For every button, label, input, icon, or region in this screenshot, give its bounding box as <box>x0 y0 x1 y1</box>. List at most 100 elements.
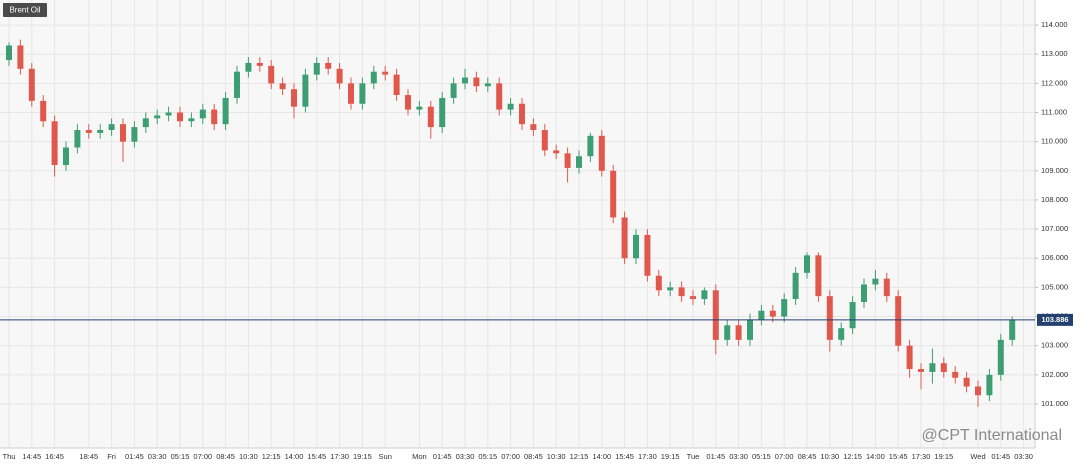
labels: 101.000102.000103.000104.000105.000106.0… <box>0 20 1073 461</box>
candle-body <box>154 115 161 119</box>
x-tick-label: 19:15 <box>934 452 953 461</box>
plot-background <box>0 0 1035 448</box>
x-tick-label: 12:15 <box>570 452 589 461</box>
candle-body <box>51 121 58 165</box>
x-tick-label: Sun <box>379 452 392 461</box>
x-tick-label: 15:45 <box>307 452 326 461</box>
x-tick-label: 18:45 <box>79 452 98 461</box>
candle-body <box>838 328 845 340</box>
candle-body <box>553 150 560 154</box>
candle-body <box>85 129 92 133</box>
candle-body <box>883 278 890 297</box>
price-label-box <box>1037 313 1073 326</box>
candle-body <box>473 77 480 87</box>
x-tick-label: 19:15 <box>661 452 680 461</box>
x-tick-label: 01:45 <box>433 452 452 461</box>
x-tick-label: 08:45 <box>798 452 817 461</box>
candle-body <box>997 339 1004 375</box>
x-tick-label: 14:00 <box>285 452 304 461</box>
candle-body <box>199 109 206 119</box>
candle-body <box>325 62 332 69</box>
candle-body <box>234 71 240 98</box>
title-box <box>3 3 47 17</box>
x-tick-label: 12:15 <box>262 452 281 461</box>
candle-body <box>667 287 674 291</box>
candle-body <box>940 363 947 372</box>
watermark: @CPT International <box>922 427 1062 444</box>
candle-body <box>792 272 799 300</box>
candle-body <box>610 170 617 218</box>
candle-body <box>644 234 651 276</box>
x-tick-label: 12:15 <box>843 452 862 461</box>
candle-body <box>336 68 343 84</box>
x-tick-label: 17:30 <box>638 452 657 461</box>
candle-body <box>405 95 411 110</box>
x-tick-label: 03:30 <box>148 452 167 461</box>
candle-body <box>621 217 628 259</box>
y-tick-label: 112.000 <box>1041 78 1068 87</box>
x-tick-label: 19:15 <box>353 452 372 461</box>
candle-body <box>747 319 753 340</box>
candle-body <box>986 374 993 396</box>
candle-body <box>74 129 81 148</box>
candle-body <box>815 255 822 297</box>
candle-body <box>142 118 149 128</box>
candle-body <box>849 301 856 329</box>
x-tick-label: 08:45 <box>524 452 543 461</box>
candle-body <box>587 135 594 157</box>
candle-body <box>63 147 69 165</box>
x-tick-label: 14:00 <box>866 452 885 461</box>
candle-body <box>40 100 47 122</box>
candle-body <box>963 377 970 387</box>
x-tick-label: Thu <box>3 452 16 461</box>
y-tick-label: 101.000 <box>1041 399 1068 408</box>
candle-body <box>530 124 537 130</box>
x-tick-label: 14:45 <box>22 452 41 461</box>
x-tick-label: 16:45 <box>45 452 64 461</box>
candle-body <box>906 345 913 370</box>
x-tick-label: Mon <box>412 452 427 461</box>
candle-body <box>439 97 446 128</box>
candle-body <box>655 275 662 291</box>
x-tick-label: 14:00 <box>592 452 611 461</box>
x-tick-label: 05:15 <box>478 452 497 461</box>
x-tick-label: 15:45 <box>889 452 908 461</box>
candle-body <box>690 296 696 300</box>
candle-body <box>245 62 252 72</box>
candle-body <box>975 386 981 396</box>
candle-body <box>598 135 605 171</box>
candle-body <box>97 129 104 133</box>
x-tick-label: 01:45 <box>706 452 725 461</box>
candle-body <box>462 77 468 84</box>
candle-body <box>678 287 685 297</box>
grid <box>0 0 1038 448</box>
x-tick-label: 07:00 <box>775 452 794 461</box>
candle-body <box>1009 319 1016 340</box>
y-tick-label: 110.000 <box>1041 137 1068 146</box>
candle-body <box>701 290 708 300</box>
candle-body <box>279 83 286 90</box>
x-tick-label: Tue <box>687 452 700 461</box>
candle-body <box>758 310 765 320</box>
candle-body <box>507 103 514 110</box>
candle-body <box>177 112 183 122</box>
candle-body <box>348 83 354 104</box>
candle-body <box>393 74 400 96</box>
x-tick-label: 10:30 <box>239 452 258 461</box>
candle-body <box>256 62 263 66</box>
candle-body <box>359 83 366 104</box>
y-tick-label: 111.000 <box>1041 107 1067 116</box>
candle-body <box>712 290 719 340</box>
candle-body <box>6 45 12 61</box>
x-tick-label: 01:45 <box>125 452 144 461</box>
x-tick-label: 07:00 <box>501 452 520 461</box>
candle-body <box>861 284 867 302</box>
x-tick-label: Fri <box>107 452 116 461</box>
candle-body <box>769 310 776 317</box>
candle-body <box>826 296 833 340</box>
candle-body <box>918 369 924 372</box>
candle-body <box>484 83 491 87</box>
candle-body <box>804 255 810 273</box>
candle-body <box>952 371 959 378</box>
